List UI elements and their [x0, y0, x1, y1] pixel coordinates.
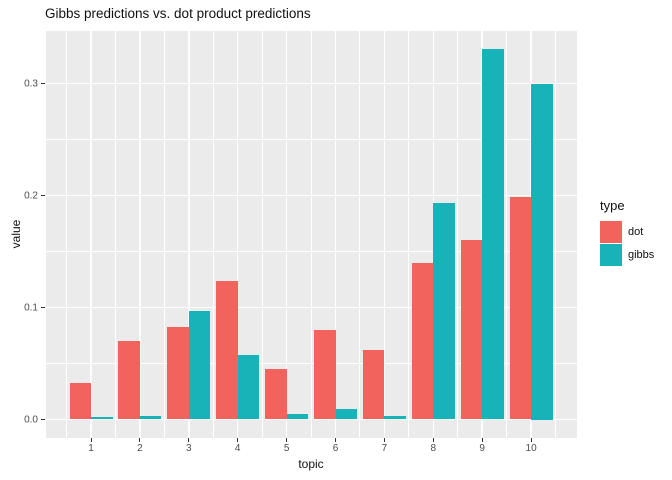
bar-gibbs-topic-4 — [237, 354, 260, 420]
gridline-major-y — [46, 306, 577, 309]
bar-dot-topic-9 — [460, 240, 483, 420]
bar-dot-topic-7 — [362, 350, 385, 420]
x-tick — [335, 438, 336, 442]
gridline-minor-x — [408, 31, 410, 438]
bar-gibbs-topic-8 — [433, 203, 455, 420]
x-tick-label-5: 5 — [283, 443, 290, 454]
gridline-major-x — [90, 31, 92, 438]
x-tick-label-7: 7 — [381, 443, 388, 454]
y-tick — [41, 83, 45, 84]
y-tick — [41, 307, 45, 308]
bar-gibbs-topic-3 — [188, 310, 211, 420]
bar-gibbs-topic-2 — [139, 416, 162, 420]
x-tick — [90, 438, 92, 442]
x-tick-label-10: 10 — [525, 443, 537, 454]
y-tick-label-0.0: 0.0 — [24, 414, 38, 425]
legend-key-gibbs — [600, 244, 622, 266]
gridline-minor-x — [261, 31, 263, 438]
gridline-major-y — [46, 418, 577, 421]
legend-label-gibbs: gibbs — [628, 249, 655, 261]
y-tick-label-0.2: 0.2 — [24, 190, 38, 201]
gridline-major-y — [46, 82, 577, 85]
x-axis-title: topic — [298, 457, 324, 471]
x-tick — [237, 438, 239, 442]
x-tick — [481, 438, 483, 442]
legend-title: type — [600, 198, 625, 213]
gridline-major-x — [188, 31, 190, 438]
gridline-major-y — [46, 194, 577, 197]
x-tick — [188, 438, 190, 442]
bar-dot-topic-1 — [69, 382, 91, 420]
gridline-minor-x — [457, 31, 459, 438]
gridline-minor-x — [163, 31, 165, 438]
x-tick-label-2: 2 — [137, 443, 143, 454]
x-tick — [139, 438, 141, 442]
bar-gibbs-topic-10 — [531, 83, 553, 420]
x-tick — [383, 438, 385, 442]
y-tick — [41, 195, 45, 196]
bar-dot-topic-10 — [509, 196, 532, 420]
bar-dot-topic-6 — [314, 329, 336, 420]
gridline-major-x — [139, 31, 141, 438]
y-tick-label-0.3: 0.3 — [24, 78, 38, 89]
gridline-major-x — [383, 31, 386, 438]
gridline-major-x — [285, 31, 288, 438]
bar-dot-topic-2 — [118, 341, 140, 420]
bar-dot-topic-3 — [167, 326, 189, 420]
chart-title: Gibbs predictions vs. dot product predic… — [45, 6, 311, 21]
x-tick-label-4: 4 — [234, 443, 241, 454]
y-tick-label-0.1: 0.1 — [24, 302, 38, 313]
gridline-major-x — [236, 31, 239, 438]
bar-gibbs-topic-5 — [286, 413, 309, 420]
bar-gibbs-topic-9 — [482, 48, 504, 420]
bar-gibbs-topic-6 — [335, 409, 357, 420]
gridline-minor-x — [114, 31, 116, 438]
x-tick — [286, 438, 288, 442]
bar-dot-topic-5 — [265, 369, 287, 420]
plot-panel — [46, 31, 577, 438]
bar-dot-topic-4 — [216, 280, 238, 420]
x-tick-label-6: 6 — [332, 443, 339, 454]
bar-gibbs-topic-1 — [91, 417, 113, 420]
y-axis-title: value — [9, 219, 23, 249]
bar-gibbs-topic-7 — [384, 416, 406, 420]
x-tick-label-8: 8 — [430, 443, 437, 454]
gridline-minor-x — [359, 31, 361, 438]
x-tick-label-3: 3 — [186, 443, 192, 454]
legend-key-dot — [600, 221, 622, 243]
x-tick-label-9: 9 — [479, 443, 485, 454]
gridline-minor-x — [506, 31, 508, 438]
gridline-minor-x — [212, 31, 214, 438]
bar-dot-topic-8 — [411, 262, 434, 420]
x-tick-label-1: 1 — [88, 443, 94, 454]
gridline-minor-x — [66, 31, 68, 438]
gridline-major-x — [334, 31, 337, 438]
legend-label-dot: dot — [628, 226, 644, 238]
gridline-minor-x — [555, 31, 557, 438]
gridline-minor-x — [310, 31, 312, 438]
x-tick — [530, 438, 532, 442]
y-tick — [41, 419, 45, 420]
x-tick — [432, 438, 434, 442]
